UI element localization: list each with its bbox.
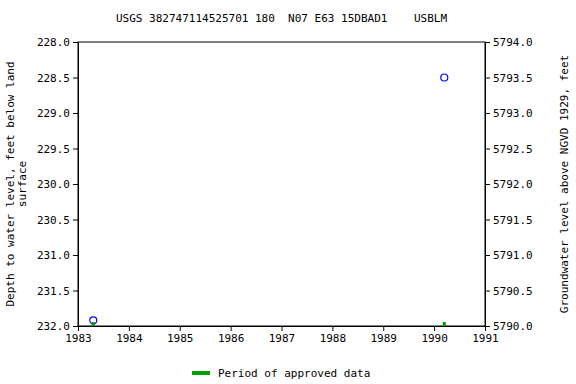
y2-axis-tick-mark	[485, 291, 490, 292]
y-axis-tick: 230.0	[37, 178, 78, 191]
y2-axis-tick-mark	[485, 184, 490, 185]
x-axis-tick-label: 1988	[320, 332, 347, 345]
marks	[90, 74, 448, 326]
y-axis-tick-mark	[73, 255, 78, 256]
y-axis-tick: 231.0	[37, 249, 78, 262]
y2-axis-tick-label: 5791.0	[493, 249, 533, 262]
legend-label: Period of approved data	[218, 367, 370, 380]
x-axis: 1983 1984 1985 1986 1987 1988 1989 1990 1991	[65, 326, 499, 345]
x-axis-tick-mark	[231, 326, 232, 331]
y-axis-tick: 231.5	[37, 285, 78, 298]
y2-axis-tick: 5791.0	[485, 249, 533, 262]
y-axis-tick-mark	[73, 42, 78, 43]
y2-axis-tick: 5792.0	[485, 178, 533, 191]
y2-axis-tick-label: 5794.0	[493, 36, 533, 49]
y2-axis-tick: 5793.5	[485, 72, 533, 85]
y-axis-tick-mark	[73, 291, 78, 292]
chart: 1983 1984 1985 1986 1987 1988 1989 1990 1991 228.…	[0, 0, 576, 384]
y-axis-tick-mark	[73, 326, 78, 327]
x-axis-tick-mark	[332, 326, 333, 331]
x-axis-line	[79, 327, 486, 332]
x-axis-tick-mark	[383, 326, 384, 331]
x-axis-tick-label: 1985	[167, 332, 194, 345]
x-axis-tick: 1987	[269, 326, 296, 345]
y-axis-tick-label: 228.5	[37, 72, 70, 85]
x-axis-tick-label: 1983	[65, 332, 92, 345]
y2-axis-tick-mark	[485, 149, 490, 150]
y2-axis-tick-mark	[485, 255, 490, 256]
x-axis-tick: 1988	[320, 326, 347, 345]
y-axis-tick-label: 228.0	[37, 36, 70, 49]
x-axis-tick-label: 1987	[269, 332, 296, 345]
y2-axis-tick: 5790.5	[485, 285, 533, 298]
x-axis-tick: 1990	[421, 326, 448, 345]
y2-axis-tick: 5791.5	[485, 214, 533, 227]
y-axis-tick-mark	[73, 184, 78, 185]
y-axis-tick-label: 231.5	[37, 285, 70, 298]
y2-axis-tick-label: 5792.0	[493, 178, 533, 191]
x-axis-tick-label: 1986	[218, 332, 245, 345]
y2-axis-tick: 5790.0	[485, 320, 533, 333]
y-axis-title: Depth to water level, feet below landsur…	[4, 61, 29, 306]
plot: 1983 1984 1985 1986 1987 1988 1989 1990 1991 228.…	[37, 36, 533, 345]
x-axis-tick: 1984	[116, 326, 143, 345]
y2-axis-tick-mark	[485, 78, 490, 79]
y-axis-tick-label: 230.0	[37, 178, 70, 191]
y2-axis-tick: 5792.5	[485, 143, 533, 156]
y2-axis-tick-label: 5791.5	[493, 214, 533, 227]
data-point	[441, 74, 448, 81]
y-axis-tick-label: 230.5	[37, 214, 70, 227]
y-axis-tick: 228.0	[37, 36, 78, 49]
y2-axis-line	[486, 43, 491, 327]
y-axis-line	[73, 43, 79, 327]
y2-axis-title: Groundwater level above NGVD 1929, feet	[558, 55, 571, 313]
y-axis-tick-mark	[73, 220, 78, 221]
x-axis-tick: 1986	[218, 326, 245, 345]
y-axis-tick-mark	[73, 78, 78, 79]
y-axis-tick-mark	[73, 149, 78, 150]
approved-period	[92, 322, 95, 326]
x-axis-tick-label: 1984	[116, 332, 143, 345]
x-axis-tick: 1985	[167, 326, 194, 345]
legend: Period of approved data	[192, 367, 370, 380]
y2-axis-tick-label: 5793.5	[493, 72, 533, 85]
x-axis-tick-mark	[434, 326, 435, 331]
legend-swatch	[192, 371, 210, 375]
y-axis-tick: 229.5	[37, 143, 78, 156]
y2-axis-tick-mark	[485, 42, 490, 43]
y-axis-tick-mark	[73, 113, 78, 114]
y2-axis-tick-label: 5790.5	[493, 285, 533, 298]
y-axis-tick-label: 232.0	[37, 320, 70, 333]
y2-axis: 5794.0 5793.5 5793.0 5792.5 5792.0 5791.5 5791…	[485, 36, 533, 333]
y2-axis-tick: 5794.0	[485, 36, 533, 49]
x-axis-tick-mark	[129, 326, 130, 331]
y2-axis-tick-mark	[485, 113, 490, 114]
y-axis: 228.0 228.5 229.0 229.5 230.0 230.5 231.0 231.5…	[37, 36, 79, 333]
x-axis-tick: 1989	[371, 326, 398, 345]
y-axis-tick-label: 231.0	[37, 249, 70, 262]
x-axis-tick-label: 1990	[421, 332, 448, 345]
y-axis-tick: 229.0	[37, 107, 78, 120]
y2-axis-tick-label: 5793.0	[493, 107, 533, 120]
approved-period	[443, 322, 446, 326]
x-axis-tick-mark	[282, 326, 283, 331]
y-axis-tick: 230.5	[37, 214, 78, 227]
y2-axis-tick-mark	[485, 326, 490, 327]
y2-axis-tick-label: 5790.0	[493, 320, 533, 333]
x-axis-tick-label: 1989	[371, 332, 398, 345]
y-axis-tick-label: 229.5	[37, 143, 70, 156]
y-axis-tick-label: 229.0	[37, 107, 70, 120]
plot-frame	[78, 42, 485, 326]
y2-axis-tick: 5793.0	[485, 107, 533, 120]
x-axis-tick-mark	[180, 326, 181, 331]
x-axis-tick-label: 1991	[472, 332, 499, 345]
y-axis-tick: 232.0	[37, 320, 78, 333]
title: USGS 382747114525701 180 N07 E63 15DBAD1…	[116, 12, 448, 25]
y2-axis-tick-label: 5792.5	[493, 143, 533, 156]
y-axis-tick: 228.5	[37, 72, 78, 85]
y2-axis-tick-mark	[485, 220, 490, 221]
